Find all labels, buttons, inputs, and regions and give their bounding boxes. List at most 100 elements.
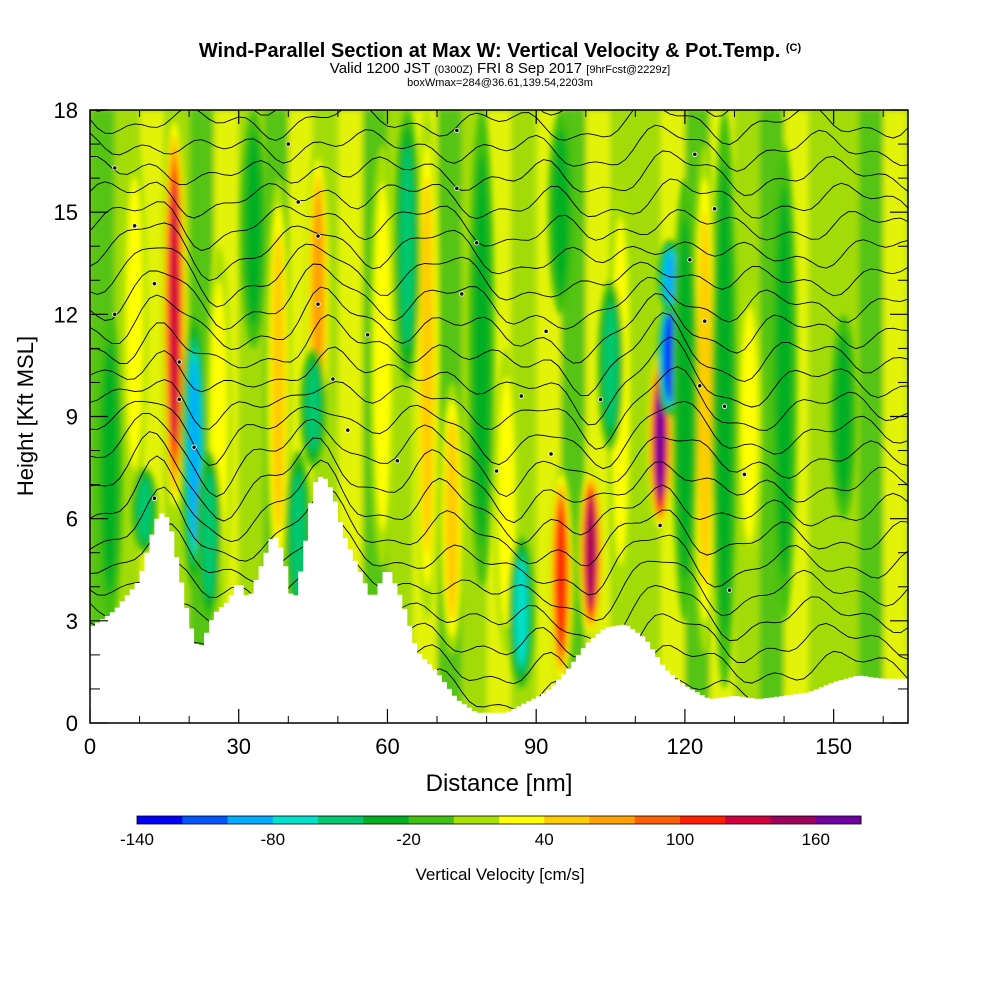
y-tick-label: 6	[66, 507, 78, 532]
theta-contour	[90, 150, 908, 197]
velocity-streak	[369, 144, 396, 570]
colorbar-swatch	[770, 816, 817, 824]
theta-contour	[90, 412, 908, 498]
contour-label-marker	[697, 383, 703, 389]
theta-contour	[90, 110, 908, 146]
subtitle-valid: Valid 1200 JST	[329, 60, 431, 77]
colorbar-tick-label: 40	[535, 830, 554, 849]
streak-level	[775, 186, 793, 578]
contour-label-marker	[721, 403, 728, 409]
streak-level	[515, 558, 527, 666]
streak-level	[676, 217, 694, 581]
theta-contour	[90, 455, 908, 546]
velocity-streak	[691, 144, 718, 655]
contour-label-marker	[132, 223, 138, 229]
contour-label-marker	[151, 495, 158, 501]
contour-label-marker	[285, 141, 291, 147]
colorbar-swatch	[499, 816, 545, 824]
theta-contour	[90, 201, 908, 252]
velocity-streak	[671, 178, 698, 621]
streak-level	[271, 230, 286, 535]
colorbar-swatch	[318, 816, 364, 824]
velocity-streak	[771, 144, 798, 621]
streak-level	[445, 417, 459, 620]
theta-contour	[90, 222, 908, 281]
contour-label-marker	[687, 257, 693, 263]
x-tick-label: 150	[815, 734, 852, 759]
velocity-streak	[161, 110, 188, 519]
streak-level	[400, 145, 414, 348]
streak-level	[189, 358, 200, 543]
colorbar-swatch	[363, 816, 409, 824]
velocity-streak	[195, 450, 222, 621]
streak-level	[202, 472, 216, 599]
colorbar-swatch	[227, 816, 274, 824]
theta-contour	[90, 286, 908, 364]
x-tick-label: 120	[667, 734, 704, 759]
theta-contour	[90, 336, 908, 426]
contour-label-marker	[548, 451, 554, 457]
subtitle-date: FRI 8 Sep 2017	[477, 60, 583, 77]
contour-label-marker	[657, 522, 663, 529]
colorbar-swatch	[453, 816, 500, 824]
streak-level	[245, 131, 263, 327]
y-axis-label: Height [Kft MSL]	[13, 336, 38, 496]
colorbar-swatch	[634, 816, 681, 824]
chart-subtitle: Valid 1200 JST (0300Z) FRI 8 Sep 2017 [9…	[0, 60, 1000, 79]
contour-label-marker	[493, 468, 500, 474]
contour-label-marker	[315, 233, 321, 239]
colorbar-swatch	[680, 816, 726, 824]
contour-label-marker	[176, 396, 182, 403]
theta-contour	[90, 521, 908, 596]
field-band	[809, 110, 834, 723]
velocity-streak	[508, 535, 535, 689]
contour-label-marker	[345, 427, 351, 433]
colorbar-swatch	[272, 816, 319, 824]
colorbar-tick-label: 100	[666, 830, 694, 849]
contour-label-marker	[518, 393, 524, 399]
theta-contour	[90, 243, 908, 308]
velocity-streak	[547, 110, 574, 315]
y-tick-label: 9	[66, 405, 78, 430]
theta-contour	[90, 312, 908, 397]
contour-label-marker	[543, 328, 549, 334]
colorbar-swatch	[137, 816, 183, 824]
y-tick-label: 18	[54, 98, 78, 123]
theta-contour	[90, 557, 908, 622]
x-tick-label: 30	[226, 734, 250, 759]
y-tick-label: 12	[54, 302, 78, 327]
subtitle-zulu: (0300Z)	[434, 64, 473, 76]
contour-label-marker	[598, 396, 604, 403]
x-axis-label: Distance [nm]	[426, 770, 573, 797]
contour-label-marker	[702, 318, 708, 324]
velocity-streak	[830, 314, 857, 519]
colorbar-swatch	[815, 816, 862, 824]
velocity-streak	[468, 110, 495, 587]
y-tick-label: 3	[66, 609, 78, 634]
contour-label-marker	[112, 311, 118, 317]
x-tick-label: 60	[375, 734, 399, 759]
colorbar-frame	[136, 815, 862, 825]
streak-level	[473, 152, 491, 544]
streak-level	[586, 499, 595, 607]
streak-level	[834, 332, 853, 501]
velocity-streak	[414, 110, 441, 621]
colorbar-tick-label: -140	[120, 830, 154, 849]
contour-label-marker	[712, 206, 718, 212]
theta-contour	[90, 263, 908, 331]
contour-label-marker	[454, 185, 460, 191]
colorbar-label: Vertical Velocity [cm/s]	[415, 865, 584, 884]
x-tick-label: 0	[84, 734, 96, 759]
contour-label-marker	[741, 471, 748, 477]
velocity-streak	[736, 280, 763, 570]
contour-label-marker	[151, 281, 158, 287]
contour-label-marker	[474, 240, 480, 246]
title-text: Wind-Parallel Section at Max W: Vertical…	[198, 40, 781, 62]
colorbar-tick-label: 160	[802, 830, 830, 849]
x-tick-label: 90	[524, 734, 548, 759]
contour-label-marker	[365, 332, 371, 338]
velocity-streak	[597, 280, 624, 451]
contour-label-marker	[692, 151, 698, 157]
velocity-streak	[265, 178, 292, 587]
